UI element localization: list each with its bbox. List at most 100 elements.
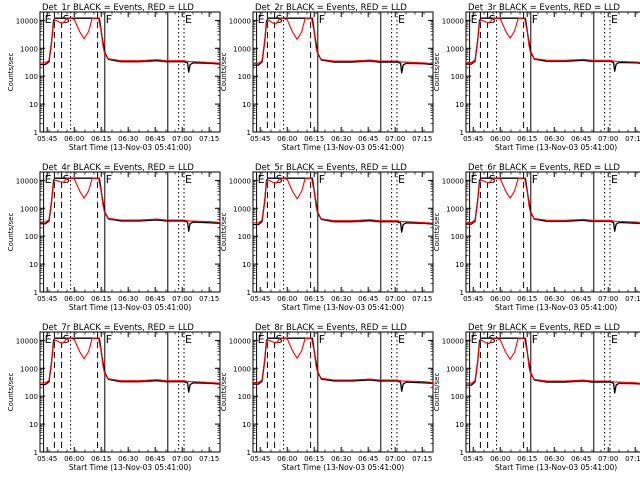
x-tick-label: 07:15: [412, 135, 432, 143]
y-tick-label: 1: [460, 449, 464, 457]
chart-panel-2: Det_2r BLACK = Events, RED = LLD 1 10 100 10…: [220, 3, 434, 152]
y-tick-label: 10000: [442, 17, 464, 25]
marker-label: F: [319, 173, 325, 186]
plot-frame: [252, 171, 434, 293]
y-tick-label: 10000: [442, 177, 464, 185]
marker-label: F: [532, 13, 538, 26]
x-tick-label: 05:45: [37, 135, 57, 143]
y-tick-label: 10: [29, 421, 38, 429]
x-tick-label: 05:45: [37, 295, 57, 303]
plot-frame: [252, 11, 434, 133]
plot-frame: [39, 171, 221, 293]
marker-label: F: [532, 173, 538, 186]
y-tick-label: 100: [238, 393, 251, 401]
series-lld: [40, 337, 220, 384]
chart-title: Det_8r BLACK = Events, RED = LLD: [255, 323, 407, 333]
x-tick-label: 06:30: [544, 135, 564, 143]
y-tick-label: 1: [460, 129, 464, 137]
x-tick-label: 06:15: [91, 455, 111, 463]
y-tick-label: 10000: [16, 337, 38, 345]
x-tick-label: 07:00: [598, 455, 618, 463]
x-tick-label: 06:45: [358, 455, 378, 463]
x-tick-label: 06:00: [490, 135, 510, 143]
x-tick-label: 06:30: [544, 295, 564, 303]
x-axis-label: Start Time (13-Nov-03 05:41:00): [282, 303, 404, 312]
x-tick-label: 05:45: [463, 135, 483, 143]
marker-label: E: [185, 333, 192, 346]
y-tick-label: 100: [451, 233, 464, 241]
marker-label: F: [319, 13, 325, 26]
chart-title: Det_7r BLACK = Events, RED = LLD: [42, 323, 194, 333]
marker-label: E: [471, 13, 478, 26]
marker-label: E: [258, 333, 265, 346]
y-tick-label: 1: [34, 129, 38, 137]
x-tick-label: 07:15: [199, 295, 219, 303]
x-axis-label: Start Time (13-Nov-03 05:41:00): [282, 463, 404, 472]
x-tick-label: 07:00: [172, 455, 192, 463]
x-axis-label: Start Time (13-Nov-03 05:41:00): [495, 303, 617, 312]
x-axis-label: Start Time (13-Nov-03 05:41:00): [282, 143, 404, 152]
y-tick-label: 1000: [446, 365, 464, 373]
y-tick-label: 10000: [16, 177, 38, 185]
y-axis-label: Counts/sec: [433, 213, 441, 252]
x-tick-label: 07:15: [625, 455, 640, 463]
series-lld: [253, 337, 433, 384]
chart-panel-1: Det_1r BLACK = Events, RED = LLD 1 10 100 10…: [7, 3, 221, 152]
x-tick-label: 06:15: [517, 295, 537, 303]
series-events: [253, 177, 433, 233]
marker-label: F: [106, 173, 112, 186]
series-events: [466, 177, 640, 232]
y-tick-label: 1000: [20, 45, 38, 53]
chart-title: Det_3r BLACK = Events, RED = LLD: [468, 3, 620, 13]
y-tick-label: 100: [238, 233, 251, 241]
series-events: [253, 17, 433, 74]
chart-panel-4: Det_4r BLACK = Events, RED = LLD 1 10 100 10…: [7, 163, 221, 312]
y-axis-label: Counts/sec: [433, 373, 441, 412]
x-axis-label: Start Time (13-Nov-03 05:41:00): [495, 143, 617, 152]
x-tick-label: 06:15: [304, 455, 324, 463]
series-events: [466, 17, 640, 72]
plot-frame: [39, 11, 221, 133]
x-tick-label: 06:30: [118, 455, 138, 463]
marker-label: E: [398, 333, 405, 346]
marker-label: E: [45, 333, 52, 346]
y-tick-label: 10: [455, 261, 464, 269]
y-axis-label: Counts/sec: [433, 53, 441, 92]
marker-label: E: [185, 13, 192, 26]
x-tick-label: 06:15: [304, 295, 324, 303]
x-tick-label: 07:15: [199, 455, 219, 463]
chart-panel-3: Det_3r BLACK = Events, RED = LLD 1 10 100 10…: [433, 3, 640, 152]
x-tick-label: 07:00: [598, 135, 618, 143]
x-tick-label: 06:45: [358, 135, 378, 143]
y-tick-label: 1000: [233, 45, 251, 53]
series-lld: [466, 17, 640, 64]
series-events: [40, 17, 220, 73]
series-lld: [253, 177, 433, 224]
x-tick-label: 07:15: [412, 455, 432, 463]
x-tick-label: 06:30: [118, 135, 138, 143]
x-tick-label: 06:30: [331, 135, 351, 143]
x-tick-label: 06:30: [331, 295, 351, 303]
x-tick-label: 06:00: [277, 135, 297, 143]
y-tick-label: 1000: [233, 205, 251, 213]
marker-label: E: [471, 173, 478, 186]
x-tick-label: 06:45: [571, 295, 591, 303]
marker-label: E: [398, 13, 405, 26]
x-tick-label: 06:15: [517, 135, 537, 143]
y-axis-label: Counts/sec: [220, 373, 228, 412]
y-axis-label: Counts/sec: [7, 53, 15, 92]
y-tick-label: 10000: [229, 177, 251, 185]
x-tick-label: 07:15: [625, 135, 640, 143]
x-axis-label: Start Time (13-Nov-03 05:41:00): [69, 143, 191, 152]
x-tick-label: 06:45: [145, 455, 165, 463]
x-tick-label: 06:45: [571, 135, 591, 143]
x-tick-label: 06:45: [145, 295, 165, 303]
chart-panel-9: Det_9r BLACK = Events, RED = LLD 1 10 100 10…: [433, 323, 640, 472]
series-lld: [253, 17, 433, 65]
x-tick-label: 05:45: [463, 295, 483, 303]
y-tick-label: 10: [242, 421, 251, 429]
x-tick-label: 06:00: [64, 455, 84, 463]
x-tick-label: 07:00: [385, 135, 405, 143]
marker-label: E: [611, 13, 618, 26]
